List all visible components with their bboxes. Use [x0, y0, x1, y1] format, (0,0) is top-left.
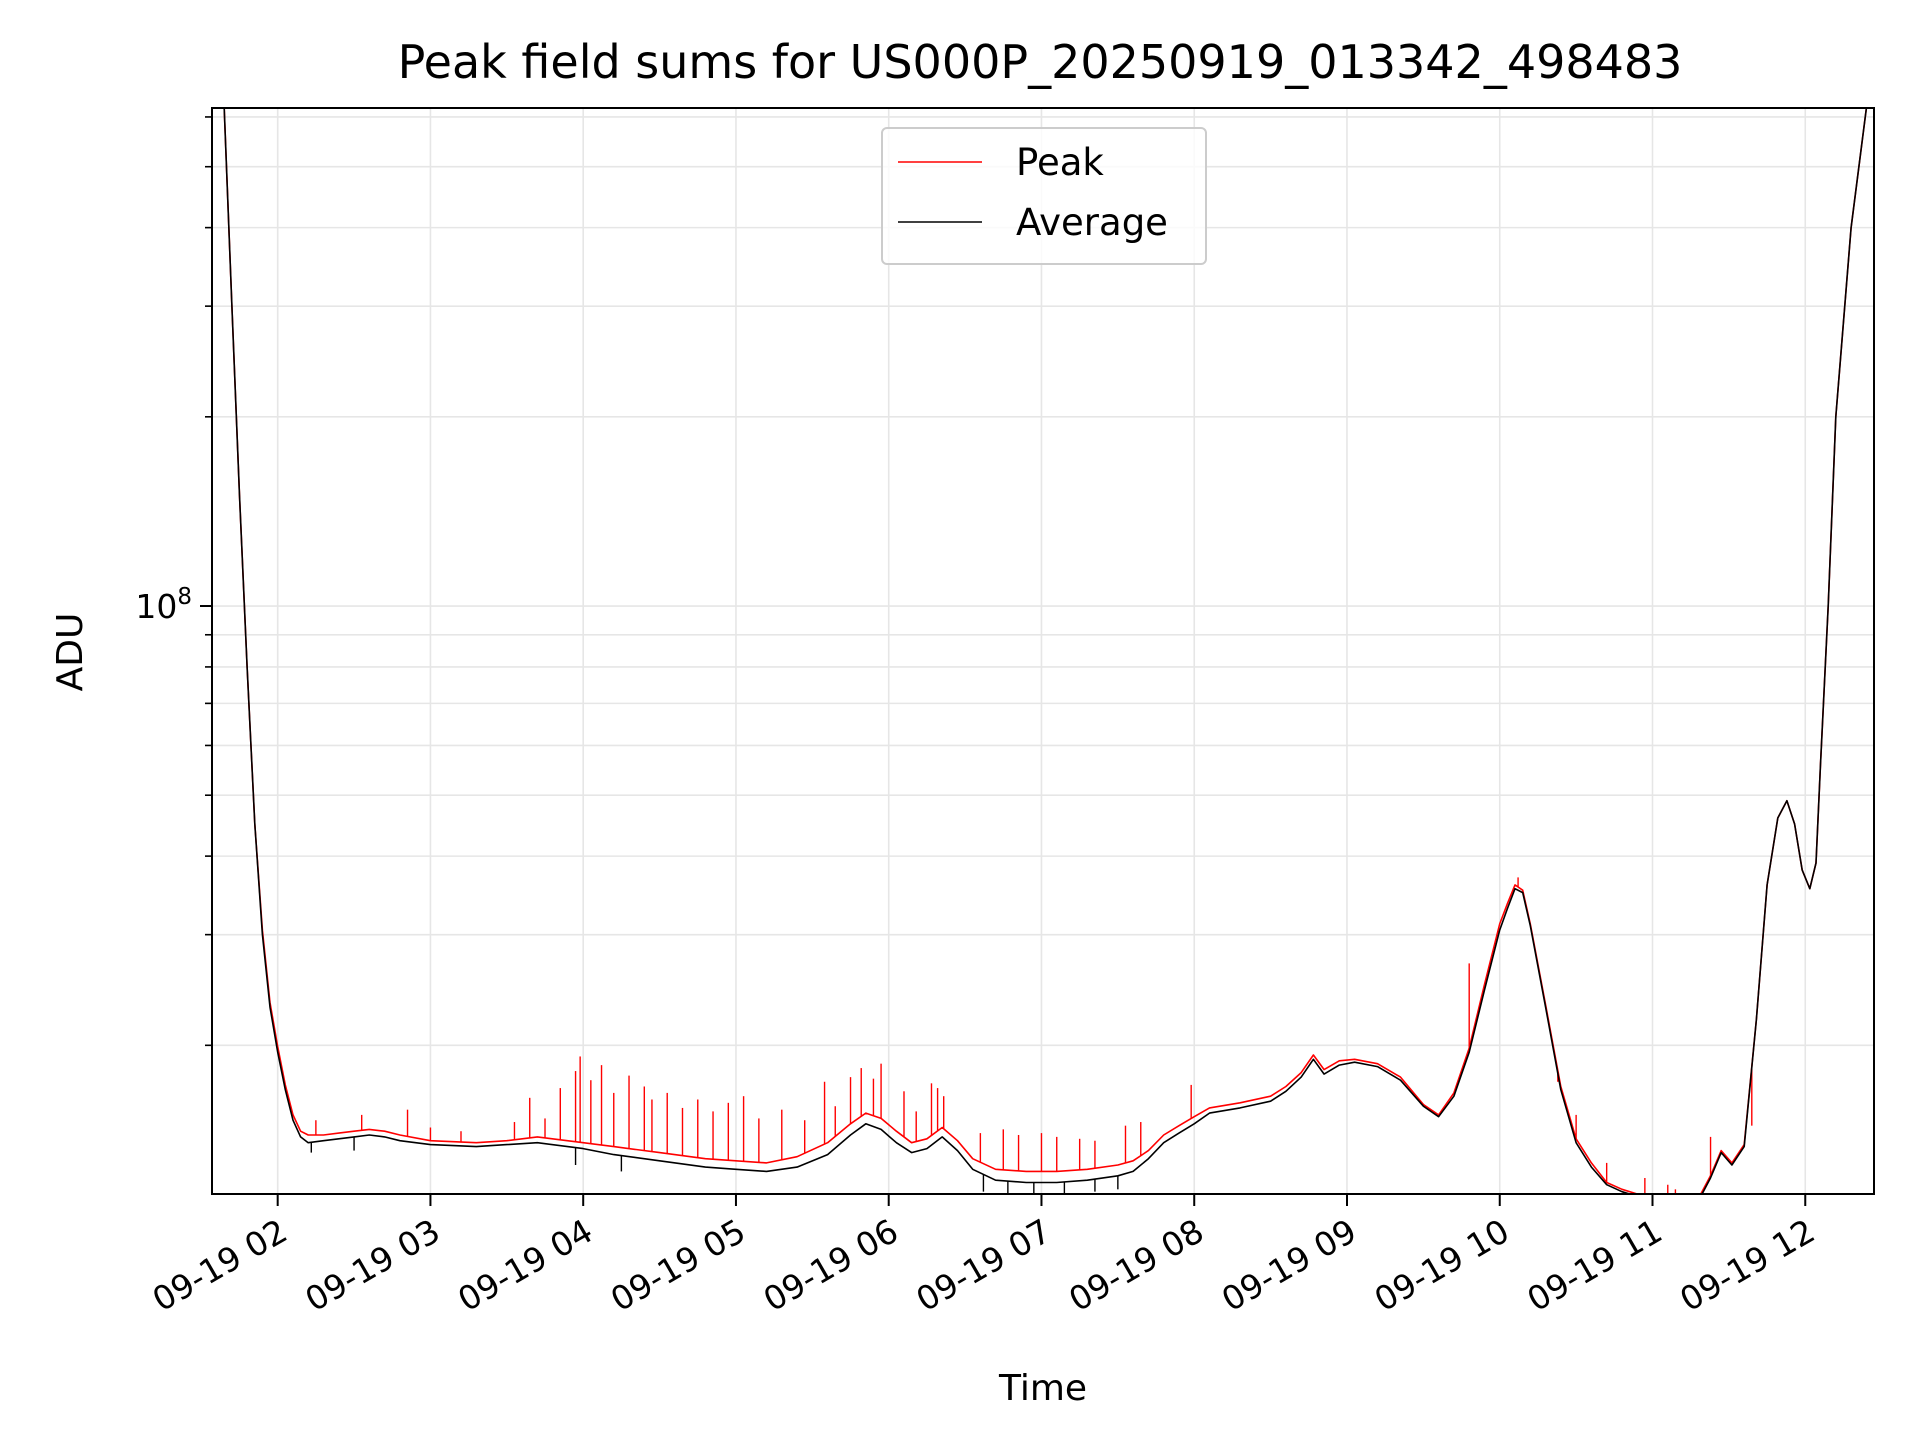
- series-line-peak: [212, 108, 1874, 1194]
- chart-title: Peak field sums for US000P_20250919_0133…: [398, 35, 1683, 89]
- series-layer: [212, 108, 1874, 1194]
- legend: Peak Average: [881, 127, 1207, 265]
- legend-label-average: Average: [1016, 201, 1168, 244]
- y-tick-label: 108: [135, 584, 192, 626]
- plot-frame: [211, 107, 1875, 1195]
- series-line-average: [212, 108, 1874, 1194]
- grid-lines: [212, 108, 1874, 1194]
- x-axis-label: Time: [998, 1368, 1087, 1409]
- y-axis-label: ADU: [50, 613, 91, 692]
- y-axis-ticks: 108: [135, 116, 212, 1047]
- legend-label-peak: Peak: [1016, 141, 1104, 184]
